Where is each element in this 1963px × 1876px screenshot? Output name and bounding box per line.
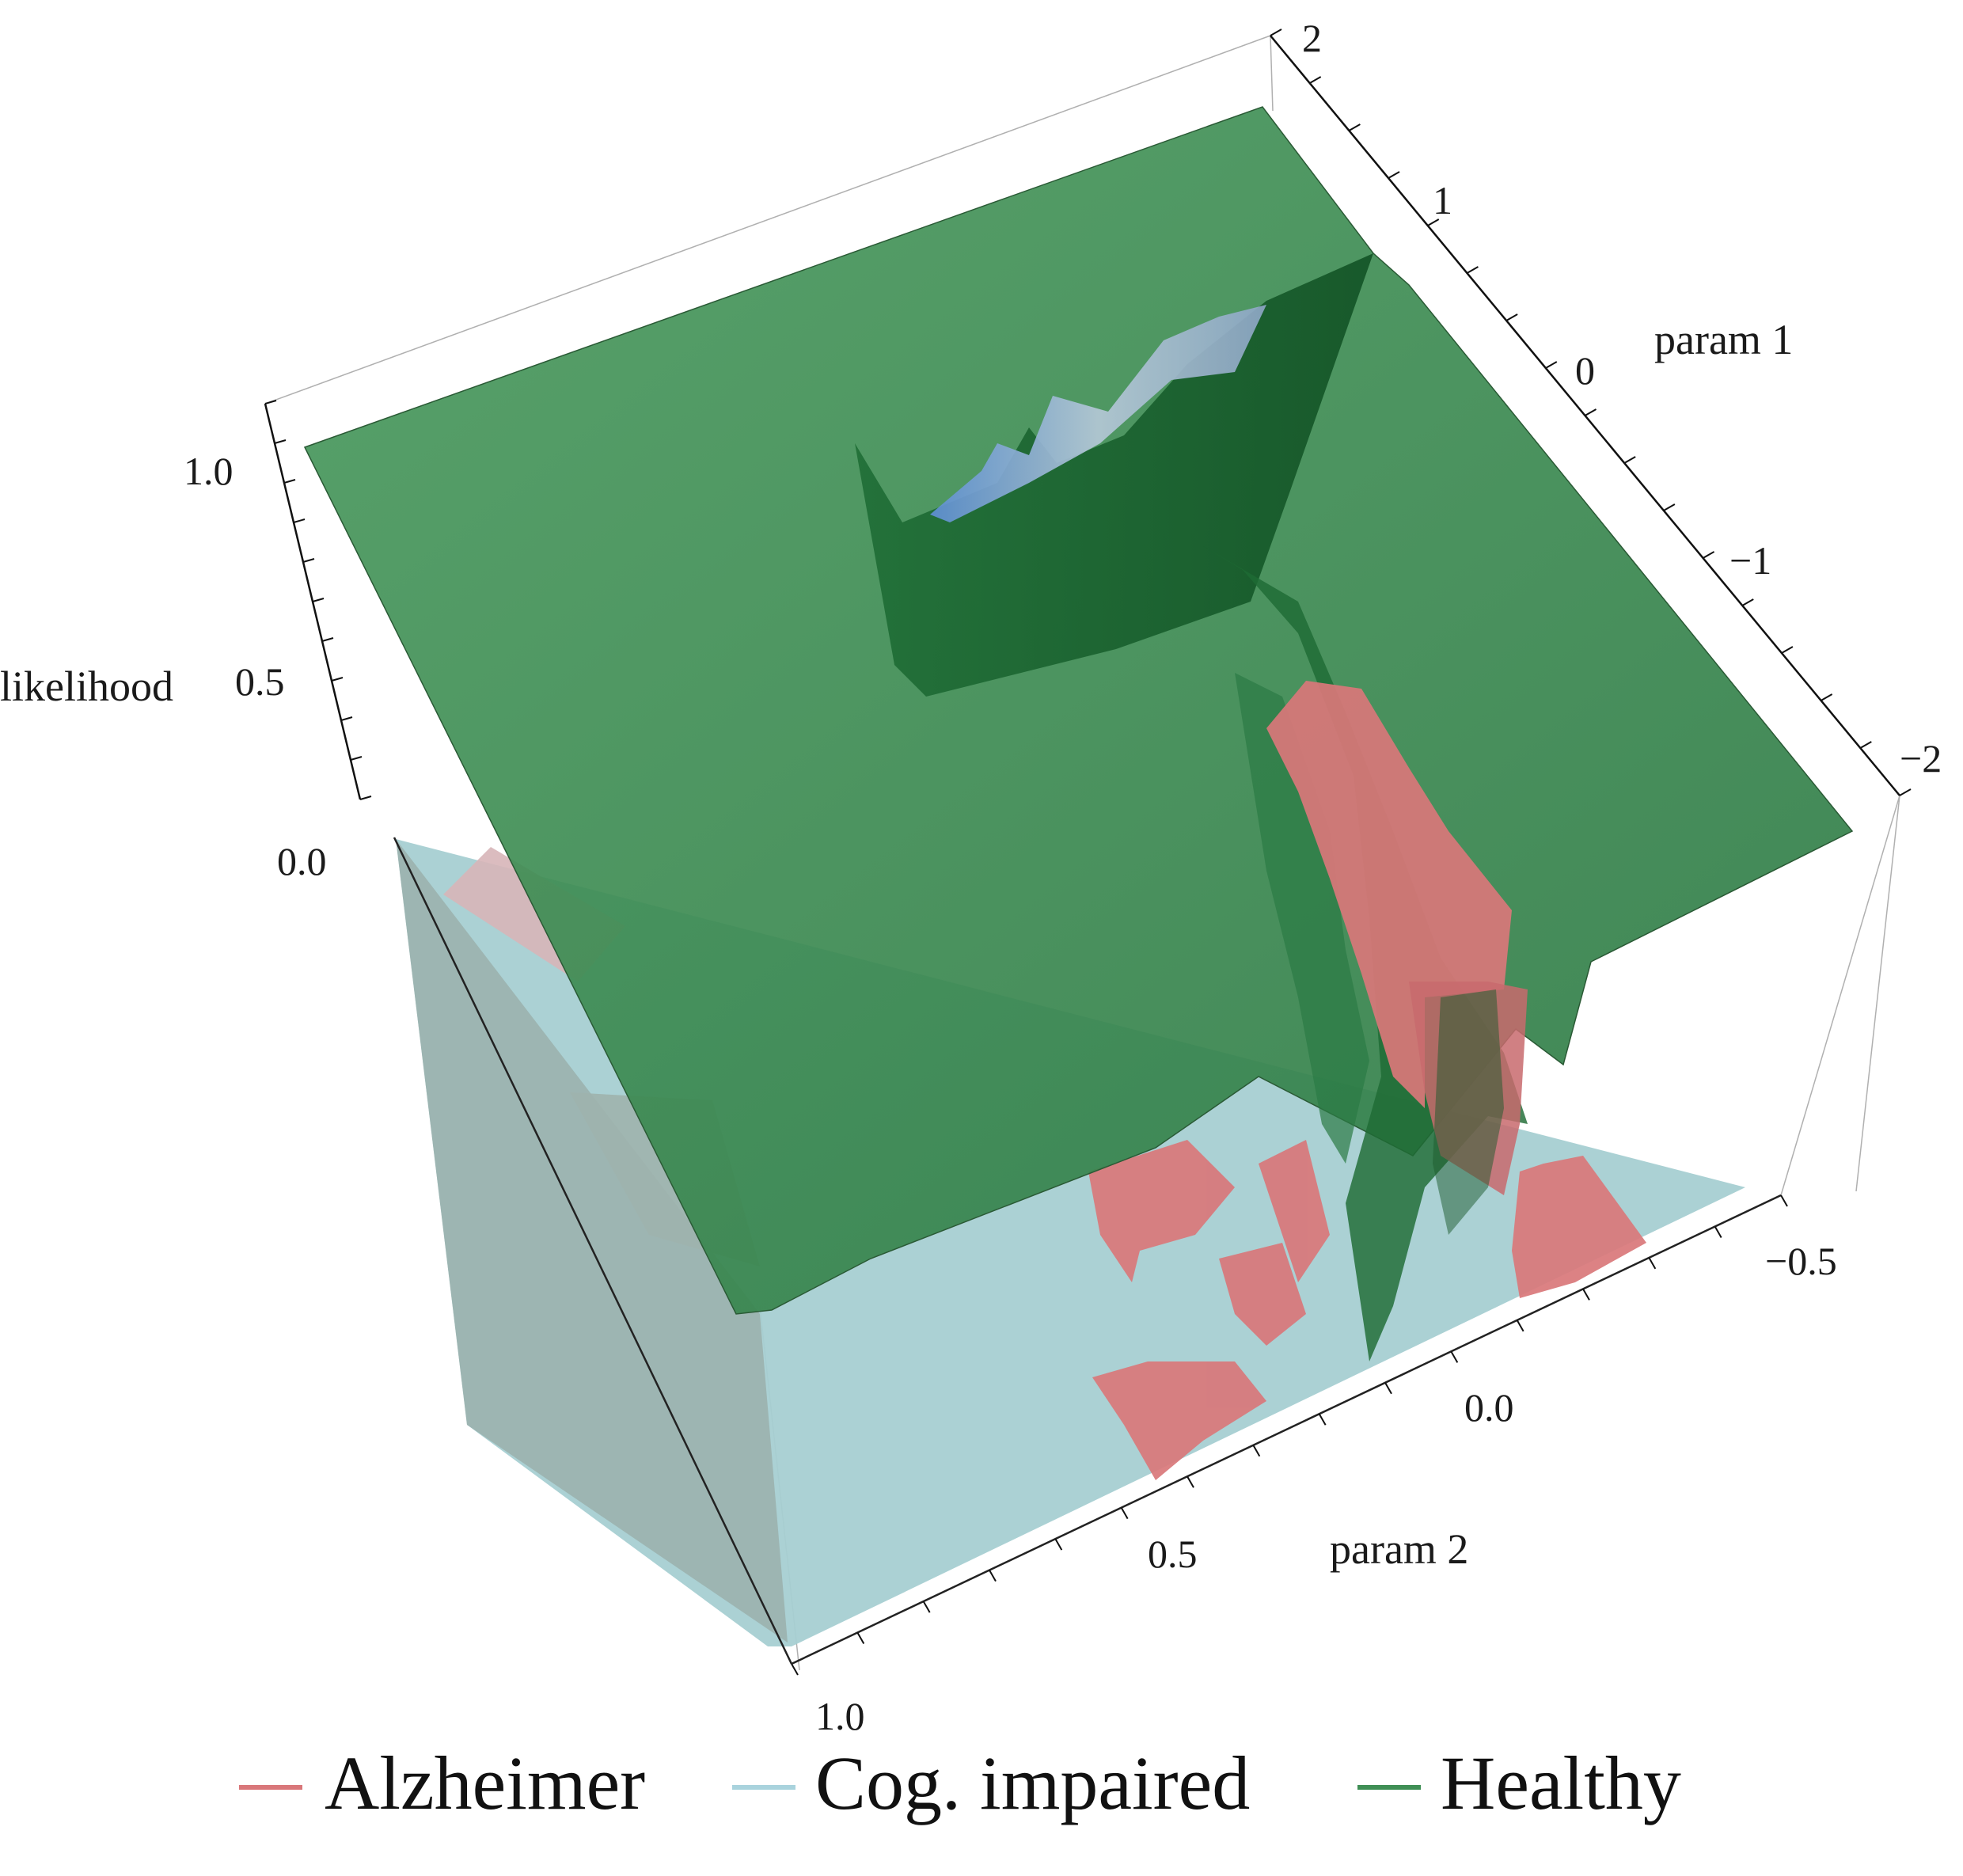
x-tick-mark	[1427, 218, 1440, 226]
y-tick-mark	[1187, 1475, 1194, 1488]
z-axis-title: likelihood	[0, 663, 173, 710]
x-tick-mark	[1466, 266, 1479, 274]
y-tick-label: 0.5	[1148, 1532, 1198, 1576]
y-tick-mark	[1120, 1507, 1129, 1520]
z-tick-mark	[283, 479, 296, 484]
z-tick-mark	[293, 518, 306, 523]
z-tick-mark	[312, 598, 325, 602]
x-tick-mark	[1663, 503, 1676, 511]
x-tick-label: 0	[1575, 348, 1595, 393]
z-tick-mark	[340, 716, 353, 721]
y-axis-ticks: −0.5 0.0 0.5 1.0	[815, 1239, 1837, 1738]
z-tick-mark	[350, 756, 363, 761]
x-tick-mark	[1899, 788, 1912, 796]
y-tick-mark	[1054, 1538, 1063, 1551]
y-tick-mark	[922, 1601, 931, 1613]
cog-impaired-peaks	[930, 305, 1266, 522]
y-tick-mark	[989, 1570, 997, 1582]
y-tick-mark	[1648, 1257, 1657, 1270]
x-tick-mark	[1348, 123, 1361, 131]
x-tick-mark	[1309, 76, 1322, 84]
z-tick-mark	[274, 439, 287, 444]
x-tick-mark	[1545, 361, 1558, 369]
x-tick-label: 2	[1302, 16, 1322, 60]
x-tick-mark	[1821, 693, 1833, 701]
y-tick-label: −0.5	[1765, 1239, 1837, 1283]
z-tick-mark	[321, 637, 334, 642]
y-tick-label: 1.0	[815, 1694, 865, 1738]
y-tick-mark	[1384, 1382, 1392, 1395]
x-tick-mark	[1859, 741, 1872, 749]
y-tick-mark	[1516, 1320, 1524, 1332]
x-tick-label: 1	[1433, 178, 1452, 222]
y-tick-mark	[1252, 1445, 1261, 1457]
y-axis-title: param 2	[1330, 1525, 1468, 1573]
y-tick-mark	[791, 1663, 799, 1676]
z-tick-mark	[302, 558, 315, 563]
y-tick-mark	[1318, 1413, 1327, 1426]
y-tick-mark	[1714, 1225, 1722, 1238]
alzheimer-floor-patches	[1088, 1140, 1646, 1480]
x-axis-title: param 1	[1654, 316, 1793, 363]
x-tick-mark	[1388, 171, 1400, 179]
z-tick-mark	[359, 796, 372, 800]
y-tick-mark	[1450, 1350, 1459, 1363]
y-tick-label: 0.0	[1464, 1385, 1514, 1430]
x-tick-label: −1	[1729, 538, 1771, 583]
x-tick-label: −2	[1900, 736, 1942, 780]
legend-label: Cog. impaired	[815, 1741, 1250, 1825]
z-tick-label: 1.0	[184, 449, 234, 493]
z-tick-mark	[331, 677, 344, 682]
x-tick-mark	[1505, 313, 1518, 321]
z-tick-label: 0.5	[235, 659, 285, 704]
tick-marks	[264, 28, 1912, 1676]
x-axis-ticks: 2 1 0 −1 −2	[1302, 16, 1942, 780]
x-tick-mark	[1741, 598, 1754, 606]
z-tick-mark	[264, 400, 277, 404]
y-tick-mark	[856, 1632, 865, 1645]
front-edges	[393, 837, 1782, 1665]
x-tick-mark	[1270, 28, 1282, 36]
x-tick-mark	[1703, 551, 1715, 559]
y-tick-mark	[1780, 1194, 1788, 1207]
x-tick-mark	[1781, 646, 1794, 654]
alzheimer-ridge	[1266, 681, 1528, 1235]
x-tick-mark	[1585, 408, 1597, 416]
legend-label: Alzheimer	[325, 1741, 645, 1825]
z-tick-label: 0.0	[277, 839, 327, 883]
legend-label: Healthy	[1441, 1741, 1681, 1825]
legend: Alzheimer Cog. impaired Healthy	[239, 1741, 1681, 1825]
x-tick-mark	[1623, 456, 1636, 464]
z-axis-ticks: 1.0 0.5 0.0	[184, 449, 327, 883]
y-tick-mark	[1582, 1288, 1590, 1301]
